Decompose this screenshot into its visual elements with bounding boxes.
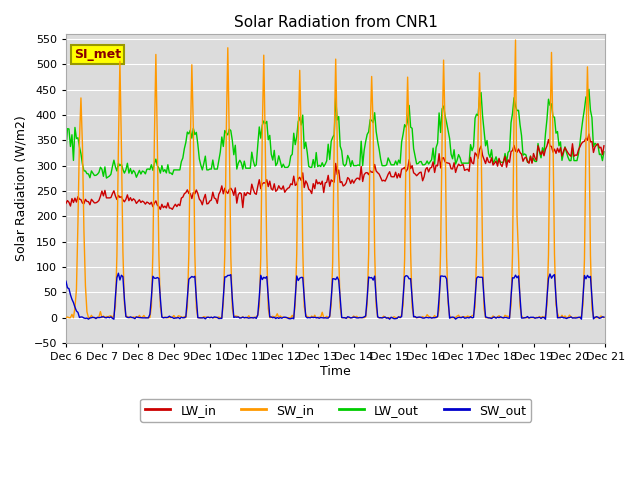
SW_in — [223, 127, 230, 133]
Text: SI_met: SI_met — [74, 48, 121, 61]
Title: Solar Radiation from CNR1: Solar Radiation from CNR1 — [234, 15, 438, 30]
Line: SW_in: SW_in — [66, 40, 604, 318]
LW_in — [62, 201, 70, 206]
LW_in — [600, 143, 608, 149]
SW_in — [512, 37, 520, 43]
LW_out — [242, 165, 250, 171]
SW_in — [241, 315, 248, 321]
Line: LW_in: LW_in — [66, 134, 604, 209]
SW_in — [128, 314, 136, 320]
SW_in — [572, 314, 579, 320]
LW_out — [224, 132, 232, 138]
LW_in — [128, 198, 136, 204]
LW_out — [600, 149, 608, 155]
SW_out — [252, 315, 260, 321]
Legend: LW_in, SW_in, LW_out, SW_out: LW_in, SW_in, LW_out, SW_out — [140, 399, 531, 422]
LW_in — [572, 152, 579, 158]
LW_out — [299, 112, 307, 118]
SW_out — [600, 314, 608, 320]
SW_in — [298, 133, 305, 139]
LW_out — [129, 168, 137, 173]
Y-axis label: Solar Radiation (W/m2): Solar Radiation (W/m2) — [15, 116, 28, 261]
SW_out — [115, 270, 122, 276]
SW_out — [62, 278, 70, 284]
SW_in — [600, 315, 608, 321]
SW_in — [62, 315, 70, 321]
LW_out — [251, 163, 259, 169]
X-axis label: Time: Time — [321, 365, 351, 378]
SW_out — [573, 315, 581, 321]
SW_out — [243, 315, 251, 321]
SW_out — [225, 273, 233, 278]
SW_out — [300, 295, 308, 300]
Line: LW_out: LW_out — [66, 89, 604, 178]
LW_in — [224, 191, 232, 196]
LW_in — [251, 191, 259, 196]
LW_in — [157, 206, 164, 212]
LW_out — [62, 147, 70, 153]
SW_out — [110, 316, 118, 322]
LW_out — [585, 86, 593, 92]
SW_out — [131, 316, 139, 322]
LW_in — [299, 170, 307, 176]
SW_in — [250, 314, 257, 320]
LW_in — [585, 131, 593, 137]
LW_in — [242, 193, 250, 199]
LW_out — [572, 158, 579, 164]
Line: SW_out: SW_out — [66, 273, 604, 319]
LW_out — [102, 175, 110, 181]
